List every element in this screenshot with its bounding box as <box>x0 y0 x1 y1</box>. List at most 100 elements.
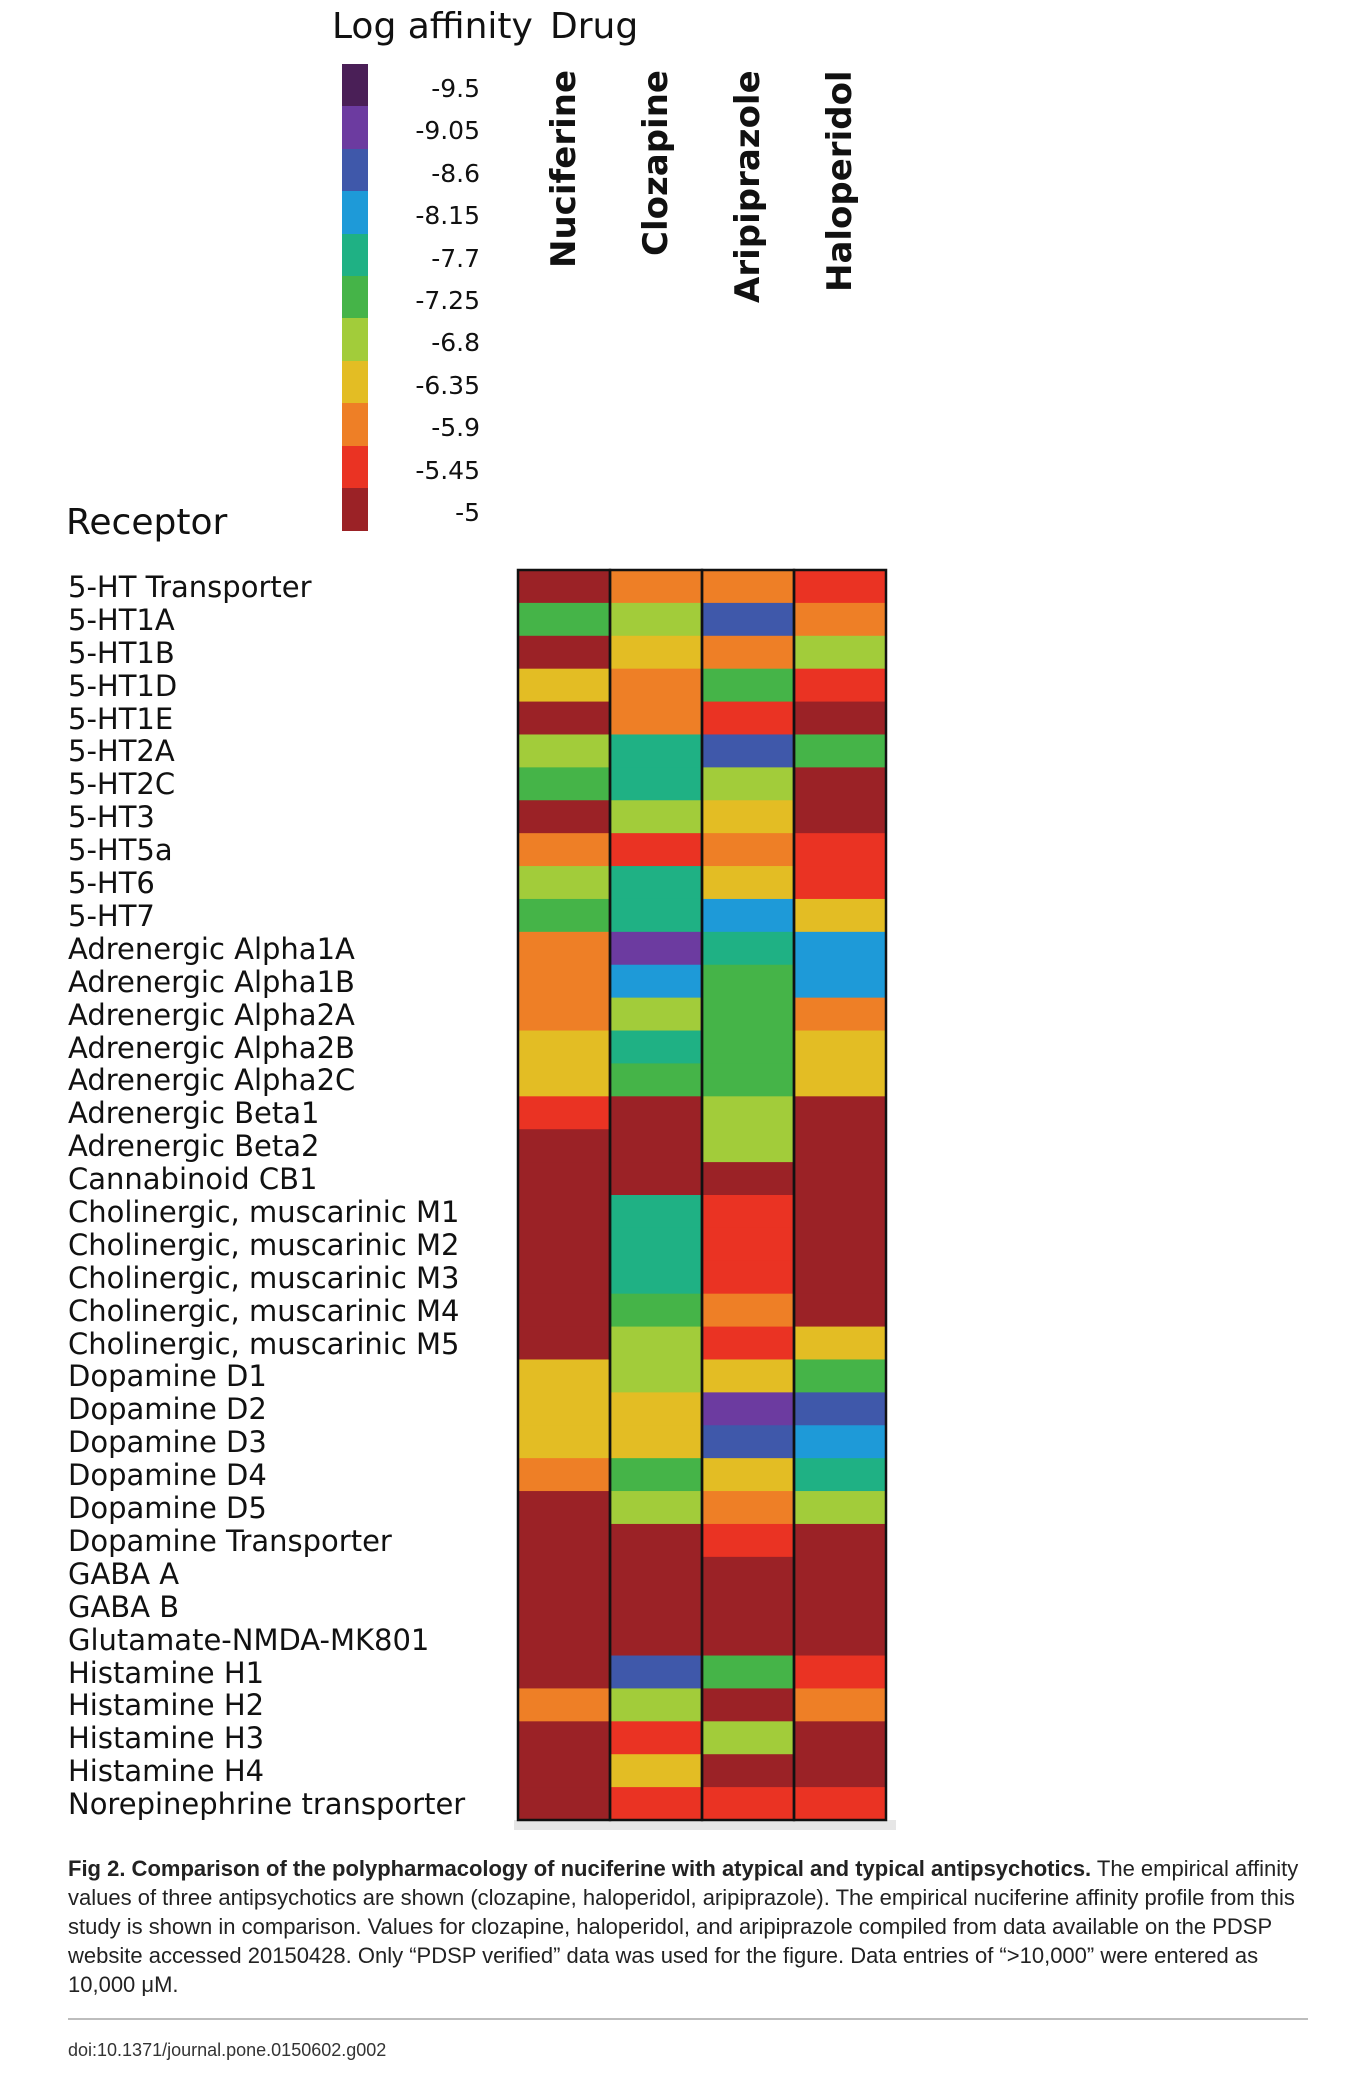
heatmap-cell <box>794 1458 886 1492</box>
row-label: Cholinergic, muscarinic M1 <box>68 1195 460 1229</box>
legend-label: -9.5 <box>431 74 480 103</box>
heatmap-cell <box>610 800 702 834</box>
heatmap-cell <box>518 734 610 768</box>
heatmap-cell <box>702 1622 794 1657</box>
row-label: Adrenergic Alpha1A <box>68 931 355 966</box>
heatmap-cell <box>518 1359 610 1393</box>
legend-label: -8.15 <box>415 201 480 231</box>
row-label: Cholinergic, muscarinic M2 <box>68 1227 460 1262</box>
heatmap-cell <box>702 1129 794 1163</box>
heatmap-cell <box>794 1721 886 1755</box>
heatmap-cell <box>794 931 886 966</box>
heatmap-cell <box>518 1063 610 1097</box>
heatmap-cell <box>610 1260 702 1295</box>
heatmap-cell <box>518 1030 610 1065</box>
heatmap-cell <box>610 866 702 900</box>
heatmap-cell <box>518 931 610 966</box>
heatmap-cell <box>794 1754 886 1788</box>
heatmap-cell <box>794 1589 886 1624</box>
legend-swatch <box>342 191 368 235</box>
legend-label: -6.8 <box>431 328 480 358</box>
heatmap-cell <box>518 997 610 1032</box>
heatmap-cell <box>518 1491 610 1525</box>
heatmap-cell <box>610 1195 702 1229</box>
heatmap-cell <box>518 1392 610 1426</box>
legend-swatch <box>342 318 368 362</box>
legend-label: -5.9 <box>431 413 480 443</box>
heatmap-cell <box>794 1491 886 1525</box>
legend-title: Log affinity <box>332 6 533 47</box>
heatmap-cell <box>702 898 794 933</box>
row-label: 5-HT5a <box>68 833 173 868</box>
heatmap-cell <box>610 635 702 670</box>
caption-title: Fig 2. Comparison of the polypharmacolog… <box>68 1856 1092 1881</box>
row-label: Dopamine Transporter <box>68 1523 392 1558</box>
rows-title: Receptor <box>66 502 228 543</box>
row-label: Adrenergic Alpha2B <box>68 1030 355 1065</box>
heatmap-cell <box>702 1326 794 1361</box>
heatmap-cell <box>518 1227 610 1262</box>
legend-swatch <box>342 106 368 150</box>
heatmap-cell <box>518 1589 610 1624</box>
columns-title: Drug <box>550 6 639 47</box>
heatmap-cell <box>610 997 702 1032</box>
heatmap-cell <box>610 1162 702 1196</box>
heatmap-cell <box>610 1589 702 1624</box>
legend-swatch <box>342 148 368 192</box>
heatmap-cell <box>702 866 794 900</box>
heatmap-cell <box>794 1293 886 1328</box>
heatmap-cell <box>794 1096 886 1130</box>
heatmap-cell <box>518 570 610 604</box>
heatmap-cell <box>794 1227 886 1262</box>
heatmap-cell <box>610 1721 702 1755</box>
figure-caption: Fig 2. Comparison of the polypharmacolog… <box>68 1854 1308 1999</box>
row-label: 5-HT1B <box>68 635 175 670</box>
heatmap-shadow <box>514 1820 896 1830</box>
legend-label: -7.25 <box>415 286 480 315</box>
heatmap-cell <box>610 602 702 637</box>
heatmap-cell <box>702 1754 794 1788</box>
heatmap-cell <box>794 964 886 999</box>
heatmap-cell <box>702 1655 794 1690</box>
heatmap-cell <box>518 602 610 637</box>
heatmap-cell <box>702 1227 794 1262</box>
heatmap-cell <box>518 767 610 801</box>
heatmap-cell <box>702 1293 794 1328</box>
heatmap-cell <box>794 1260 886 1295</box>
heatmap-cell <box>702 997 794 1032</box>
row-label: GABA A <box>68 1556 180 1591</box>
heatmap-cell <box>610 1326 702 1361</box>
heatmap-cell <box>794 734 886 768</box>
heatmap-cell <box>518 635 610 670</box>
heatmap-cell <box>702 1688 794 1722</box>
heatmap-cell <box>794 1556 886 1591</box>
heatmap-cell <box>794 602 886 637</box>
heatmap-cell <box>702 1359 794 1393</box>
heatmap-cell <box>702 833 794 867</box>
heatmap-cell <box>702 668 794 703</box>
heatmap-cell <box>794 1392 886 1426</box>
heatmap-cell <box>518 1556 610 1591</box>
legend-label: -5.45 <box>415 455 480 485</box>
heatmap-cell <box>702 1162 794 1196</box>
heatmap-cell <box>794 1787 886 1821</box>
heatmap-cell <box>610 1392 702 1426</box>
heatmap-cell <box>794 1622 886 1657</box>
legend-label: -6.35 <box>415 370 480 400</box>
heatmap-cell <box>702 964 794 999</box>
heatmap-cell <box>702 635 794 670</box>
row-label: Cholinergic, muscarinic M4 <box>68 1293 460 1328</box>
heatmap-cell <box>518 1293 610 1328</box>
divider <box>68 2018 1308 2020</box>
heatmap-cell <box>702 1589 794 1624</box>
row-label: GABA B <box>68 1589 180 1624</box>
row-label: Adrenergic Beta2 <box>68 1129 320 1164</box>
heatmap-cell <box>702 1260 794 1295</box>
heatmap-cell <box>794 1523 886 1558</box>
heatmap-cell <box>518 1425 610 1459</box>
heatmap-cell <box>518 1721 610 1755</box>
heatmap-cell <box>794 635 886 670</box>
heatmap-cell <box>702 1491 794 1525</box>
heatmap-cell <box>794 1425 886 1459</box>
heatmap-cell <box>794 767 886 801</box>
